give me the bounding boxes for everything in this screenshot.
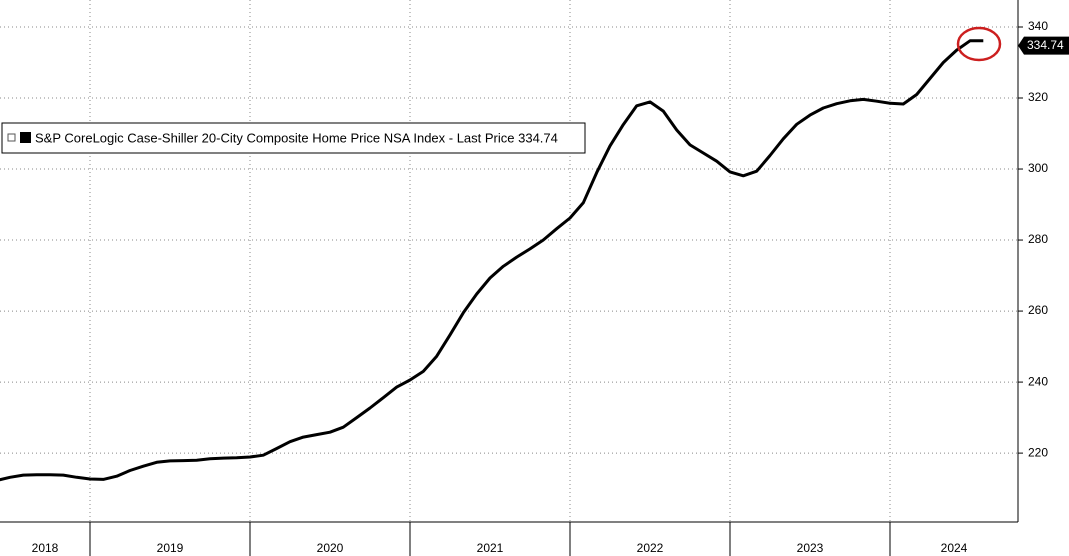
y-tick-label: 320 [1028,90,1048,104]
x-tick-label: 2021 [477,541,504,555]
x-tick-label: 2018 [32,541,59,555]
x-tick-label: 2024 [941,541,968,555]
x-tick-label: 2020 [317,541,344,555]
highlight-circle [956,26,1002,62]
last-price-label: 334.74 [1027,38,1064,52]
legend-swatch [20,132,31,143]
legend-box [1,122,586,154]
y-tick-label: 280 [1028,232,1048,246]
y-tick-label: 340 [1028,19,1048,33]
x-tick-label: 2019 [157,541,184,555]
y-tick-label: 220 [1028,445,1048,459]
x-tick-label: 2022 [637,541,664,555]
line-series [0,39,984,482]
y-tick-label: 240 [1028,374,1048,388]
last-price-tag [1018,36,1069,55]
legend-toggle [7,133,16,142]
y-tick-label: 300 [1028,161,1048,175]
legend-label: S&P CoreLogic Case-Shiller 20-City Compo… [35,130,558,145]
y-tick-label: 260 [1028,303,1048,317]
x-tick-label: 2023 [797,541,824,555]
